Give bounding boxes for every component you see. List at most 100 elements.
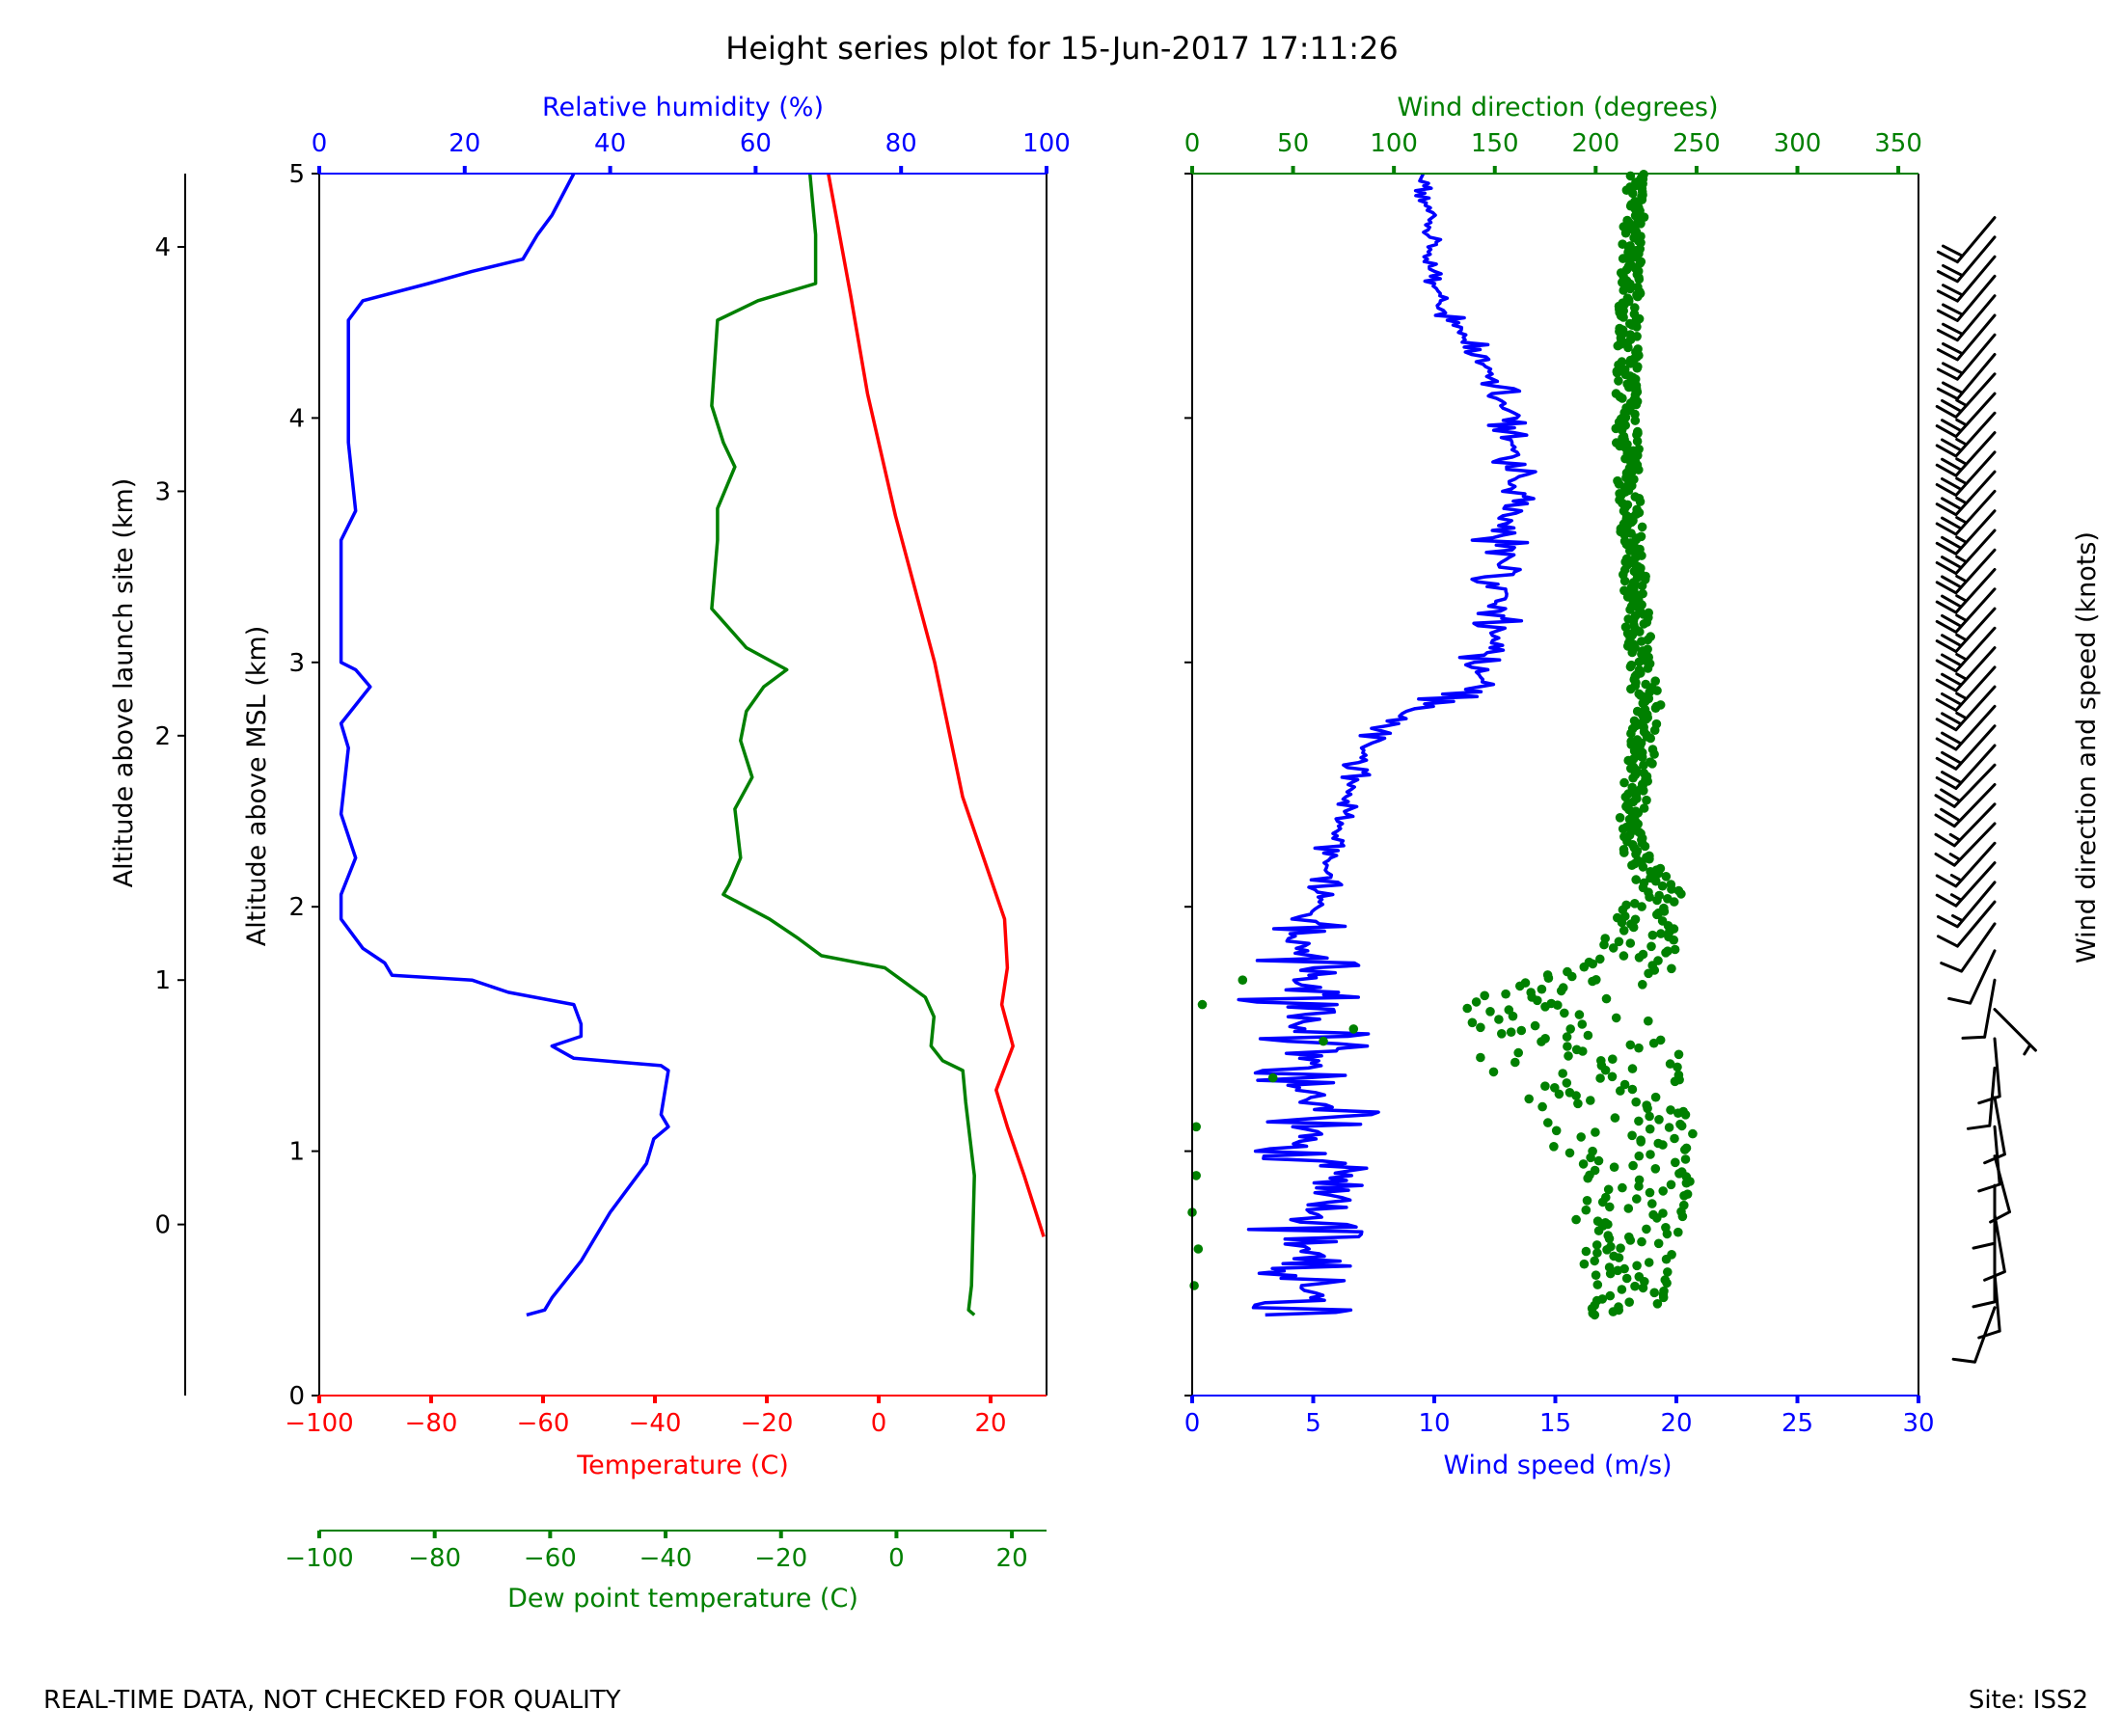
wind-barb — [1936, 353, 1997, 400]
wind-direction-point — [1619, 845, 1629, 854]
wind-barb — [1936, 900, 1997, 948]
wind-direction-point — [1655, 863, 1666, 874]
wind-direction-point — [1191, 1122, 1201, 1132]
wind-direction-point — [1647, 745, 1658, 754]
wind-direction-point — [1654, 890, 1664, 901]
wind-direction-point — [1632, 1261, 1642, 1271]
wind-barb — [1935, 392, 1997, 439]
wind-direction-point — [1632, 1194, 1642, 1204]
wind-direction-point — [1603, 1184, 1614, 1195]
wind-barb — [1947, 949, 1997, 1005]
wind-direction-point — [1649, 1288, 1659, 1298]
wind-direction-point — [1634, 689, 1644, 699]
wind-direction-point — [1634, 444, 1644, 454]
wind-direction-point — [1551, 1126, 1562, 1136]
wind-speed-tick-label: 15 — [1539, 1409, 1571, 1438]
launch-tick-label: 3 — [154, 477, 171, 506]
msl-tick-label: 1 — [288, 1138, 305, 1167]
wind-direction-point — [1680, 1154, 1691, 1164]
wind-direction-point — [1653, 1138, 1663, 1149]
wind-direction-point — [1563, 966, 1572, 977]
wind-direction-point — [1665, 1059, 1675, 1069]
wind-barb — [1993, 1008, 2037, 1056]
wind-direction-point — [1563, 1042, 1572, 1051]
wind-direction-point — [1637, 1236, 1646, 1247]
wind-direction-point — [1476, 1052, 1485, 1063]
humidity-tick-label: 60 — [740, 129, 772, 158]
wind-direction-point — [1648, 1209, 1658, 1220]
wind-direction-point — [1583, 1030, 1593, 1041]
wind-direction-point — [1667, 1250, 1676, 1260]
wind-barb — [1934, 783, 1997, 828]
msl-tick-label: 5 — [288, 160, 305, 189]
wind-direction-point — [1652, 1299, 1663, 1309]
wind-barb-panel: Wind direction and speed (knots) — [1934, 216, 2102, 1364]
wind-direction-point — [1574, 1010, 1585, 1019]
wind-direction-point — [1626, 660, 1637, 670]
wind-direction-point — [1682, 1189, 1693, 1199]
wind-direction-point — [1597, 1294, 1608, 1304]
wind-direction-point — [1614, 1302, 1623, 1312]
dewpoint-tick-label: −40 — [639, 1544, 693, 1573]
wind-direction-tick-label: 350 — [1874, 129, 1922, 158]
wind-direction-point — [1632, 706, 1643, 717]
wind-direction-point — [1638, 588, 1647, 599]
wind-direction-point — [1619, 365, 1630, 375]
wind-barb — [1936, 255, 1997, 303]
wind-direction-point — [1624, 1232, 1634, 1242]
wind-direction-tick-label: 50 — [1277, 129, 1309, 158]
launch-tick-label: 0 — [154, 1211, 171, 1240]
wind-direction-tick-label: 0 — [1184, 129, 1201, 158]
launch-tick-label: 4 — [154, 233, 171, 262]
wind-barb — [1935, 626, 1997, 673]
temperature-tick-label: 0 — [871, 1409, 887, 1438]
wind-direction-point — [1641, 679, 1650, 690]
wind-direction-point — [1631, 875, 1641, 884]
wind-direction-point — [1633, 426, 1643, 437]
dewpoint-tick-label: −60 — [524, 1544, 577, 1573]
wind-barb — [1936, 216, 1997, 264]
dewpoint-tick-label: 0 — [888, 1544, 905, 1573]
wind-direction-point — [1564, 1051, 1573, 1061]
wind-direction-point — [1494, 1015, 1504, 1024]
wind-direction-point — [1625, 241, 1635, 251]
wind-direction-point — [1573, 1099, 1583, 1109]
wind-direction-point — [1520, 978, 1531, 988]
wind-barb — [1936, 274, 1997, 322]
wind-direction-point — [1617, 357, 1627, 366]
wind-direction-point — [1673, 1049, 1684, 1060]
dewpoint-line — [710, 173, 976, 1316]
wind-direction-point — [1645, 1124, 1655, 1134]
wind-direction-point — [1524, 1094, 1534, 1104]
wind-direction-point — [1646, 632, 1655, 641]
wind-barb — [1935, 470, 1997, 517]
wind-barb — [1935, 529, 1997, 576]
wind-direction-point — [1596, 1056, 1606, 1066]
dewpoint-tick-label: −80 — [408, 1544, 461, 1573]
launch-tick-label: 2 — [154, 722, 171, 751]
wind-direction-point — [1625, 938, 1636, 948]
wind-direction-point — [1630, 492, 1641, 502]
wind-direction-point — [1592, 1280, 1603, 1289]
wind-direction-point — [1595, 954, 1605, 964]
wind-barb — [1935, 548, 1997, 595]
wind-barb — [1936, 294, 1997, 342]
wind-direction-point — [1549, 1142, 1559, 1152]
wind-speed-tick-label: 20 — [1660, 1409, 1692, 1438]
wind-barb — [1935, 744, 1997, 790]
wind-direction-point — [1657, 916, 1668, 926]
wind-direction-point — [1611, 389, 1621, 398]
wind-direction-point — [1600, 1218, 1611, 1228]
wind-barb — [1936, 235, 1997, 284]
wind-direction-point — [1590, 1256, 1599, 1266]
wind-direction-point — [1622, 293, 1633, 304]
wind-direction-point — [1595, 1073, 1605, 1083]
humidity-tick-label: 80 — [885, 129, 917, 158]
wind-direction-point — [1618, 254, 1628, 263]
wind-direction-point — [1613, 912, 1622, 923]
wind-direction-point — [1644, 608, 1653, 618]
wind-direction-point — [1319, 1036, 1328, 1046]
wind-direction-point — [1619, 1263, 1629, 1274]
wind-direction-point — [1643, 644, 1652, 654]
